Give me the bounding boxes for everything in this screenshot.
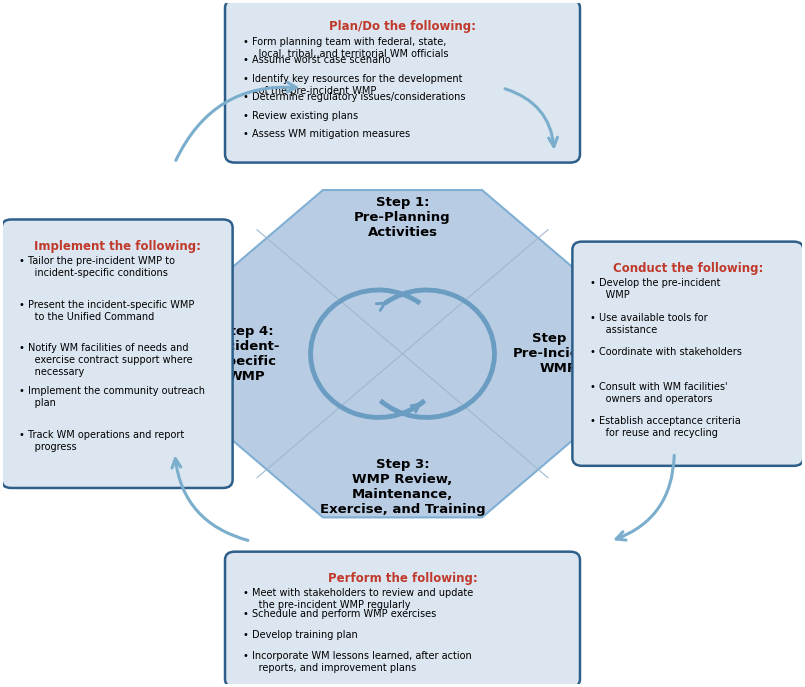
Text: • Incorporate WM lessons learned, after action
     reports, and improvement pla: • Incorporate WM lessons learned, after …: [242, 651, 472, 673]
Text: • Notify WM facilities of needs and
     exercise contract support where
     ne: • Notify WM facilities of needs and exer…: [19, 343, 192, 377]
Text: • Identify key resources for the development
     of the pre-incident WMP: • Identify key resources for the develop…: [242, 74, 462, 95]
Text: Step 2:
Pre-Incident
WMP: Step 2: Pre-Incident WMP: [513, 333, 605, 375]
Text: • Establish acceptance criteria
     for reuse and recycling: • Establish acceptance criteria for reus…: [590, 416, 741, 438]
FancyBboxPatch shape: [2, 219, 233, 488]
Text: Step 1:
Pre-Planning
Activities: Step 1: Pre-Planning Activities: [354, 196, 451, 239]
Text: Step 3:
WMP Review,
Maintenance,
Exercise, and Training: Step 3: WMP Review, Maintenance, Exercis…: [320, 458, 485, 516]
Text: • Develop training plan: • Develop training plan: [242, 631, 357, 640]
Text: • Assess WM mitigation measures: • Assess WM mitigation measures: [242, 129, 410, 139]
Text: • Meet with stakeholders to review and update
     the pre-incident WMP regularl: • Meet with stakeholders to review and u…: [242, 589, 473, 611]
Text: • Form planning team with federal, state,
     local, tribal, and territorial WM: • Form planning team with federal, state…: [242, 36, 448, 58]
Text: Plan/Do the following:: Plan/Do the following:: [329, 20, 476, 33]
Text: • Schedule and perform WMP exercises: • Schedule and perform WMP exercises: [242, 609, 436, 620]
Text: • Determine regulatory issues/considerations: • Determine regulatory issues/considerat…: [242, 92, 465, 102]
Text: • Review existing plans: • Review existing plans: [242, 111, 357, 120]
Text: • Assume worst case scenario: • Assume worst case scenario: [242, 55, 390, 65]
Text: • Use available tools for
     assistance: • Use available tools for assistance: [590, 313, 708, 335]
Text: Step 4:
Incident-
Specific
WMP: Step 4: Incident- Specific WMP: [213, 325, 280, 383]
FancyBboxPatch shape: [225, 0, 580, 163]
Text: • Present the incident-specific WMP
     to the Unified Command: • Present the incident-specific WMP to t…: [19, 300, 195, 322]
Polygon shape: [210, 190, 595, 517]
Text: Conduct the following:: Conduct the following:: [613, 262, 763, 275]
FancyBboxPatch shape: [225, 552, 580, 687]
Text: • Implement the community outreach
     plan: • Implement the community outreach plan: [19, 386, 205, 408]
Text: Perform the following:: Perform the following:: [328, 572, 477, 585]
Text: • Develop the pre-incident
     WMP: • Develop the pre-incident WMP: [590, 278, 720, 300]
Text: • Tailor the pre-incident WMP to
     incident-specific conditions: • Tailor the pre-incident WMP to inciden…: [19, 256, 175, 278]
Text: • Coordinate with stakeholders: • Coordinate with stakeholders: [590, 348, 742, 357]
Text: • Consult with WM facilities'
     owners and operators: • Consult with WM facilities' owners and…: [590, 382, 728, 404]
Text: • Track WM operations and report
     progress: • Track WM operations and report progres…: [19, 429, 184, 451]
FancyBboxPatch shape: [572, 242, 803, 466]
Text: Implement the following:: Implement the following:: [34, 240, 200, 253]
